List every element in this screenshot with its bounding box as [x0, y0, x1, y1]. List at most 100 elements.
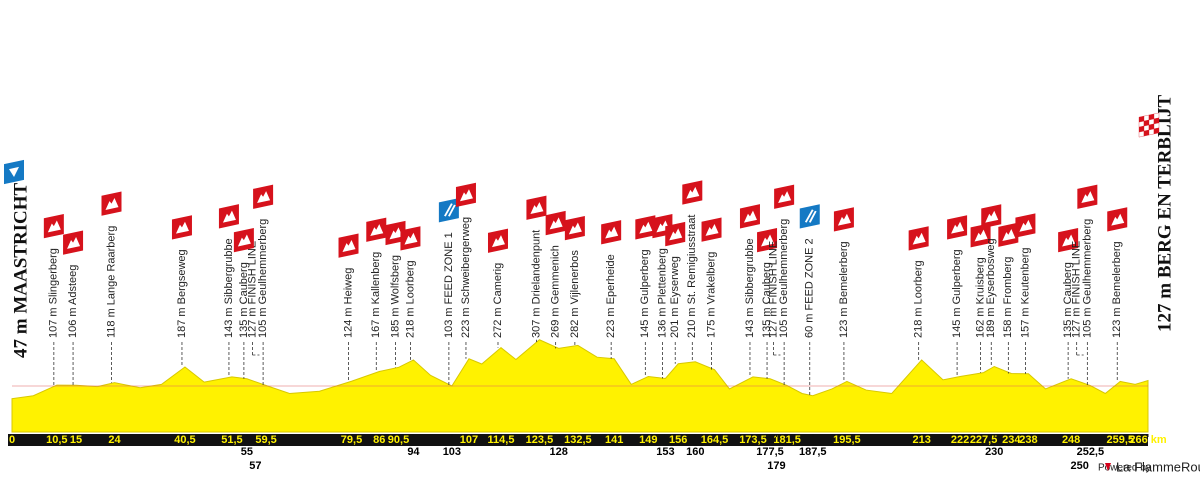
- climb-symbol: [985, 210, 999, 223]
- climb-icon: [400, 226, 421, 251]
- climb-icon: [63, 230, 84, 255]
- climb-symbol: [1062, 234, 1076, 247]
- waypoint-label: 60 m FEED ZONE 2: [804, 238, 816, 338]
- climb-symbol: [222, 210, 236, 223]
- km-tick-label: 234: [1002, 434, 1021, 446]
- climb-icon: [970, 223, 991, 248]
- climb-symbol: [1002, 229, 1016, 241]
- waypoint-label: 218 m Loorberg: [404, 260, 416, 338]
- km-tick-label: 141: [605, 434, 623, 446]
- km-tick-label: 250: [1070, 460, 1088, 472]
- feed-icon: [799, 204, 820, 229]
- waypoint-label: 103 m FEED ZONE 1: [443, 232, 455, 338]
- waypoint-label: 210 m St. Remigiusstraat: [686, 215, 698, 339]
- km-tick-label: 173,5: [739, 434, 767, 446]
- km-tick-label: 195,5: [833, 434, 861, 446]
- km-tick-label: 179: [767, 460, 785, 472]
- climb-symbol: [237, 234, 251, 247]
- waypoint-label: 127 m FINISH LINE: [246, 241, 258, 338]
- climb-icon: [455, 182, 476, 208]
- waypoint-label: 175 m Vrakelberg: [705, 252, 717, 338]
- km-tick-label: 153: [656, 446, 674, 458]
- waypoint-label: 105 m Geulhemmerberg: [1081, 219, 1093, 338]
- km-tick-label: 57: [249, 460, 261, 472]
- waypoint-label: 218 m Loorberg: [913, 260, 925, 338]
- waypoint-label: 269 m Gemmenich: [550, 245, 562, 338]
- waypoint-label: 158 m Fromberg: [1002, 257, 1014, 338]
- climb-symbol: [389, 227, 403, 240]
- km-tick-label: 90,5: [388, 434, 409, 446]
- km-tick-label: 149: [639, 434, 657, 446]
- waypoint-label: 282 m Vijlenerbos: [569, 250, 581, 338]
- finish-check: [1143, 129, 1150, 137]
- waypoint-label: 136 m Plettenberg: [656, 248, 668, 338]
- feed-symbol: [444, 203, 456, 217]
- km-tick-label: 252,5: [1077, 446, 1105, 458]
- climb-symbol: [1111, 213, 1125, 226]
- climb-symbol: [342, 240, 356, 252]
- climb-icon: [526, 195, 547, 220]
- waypoint-label: 118 m Lange Raarberg: [105, 226, 117, 338]
- km-tick-label: 86: [373, 434, 385, 446]
- climb-symbol: [175, 221, 189, 234]
- climb-icon: [682, 180, 703, 205]
- km-tick-label: 248: [1062, 434, 1080, 446]
- climb-symbol: [549, 217, 563, 230]
- finish-check: [1153, 127, 1160, 135]
- climb-symbol: [568, 222, 582, 235]
- climb-icon: [487, 228, 508, 253]
- start-icon: [4, 159, 24, 185]
- powered-by: Powered by: [1098, 463, 1151, 474]
- climb-icon: [701, 217, 722, 242]
- climb-icon: [635, 215, 656, 240]
- km-tick-label: 10,5: [46, 434, 67, 446]
- km-tick-label: 213: [912, 434, 930, 446]
- waypoint-label: 135 m Cauberg: [761, 262, 773, 338]
- km-tick-label: 238: [1019, 434, 1037, 446]
- climb-symbol: [669, 228, 683, 241]
- climb-symbol: [257, 191, 271, 204]
- climb-symbol: [370, 224, 384, 237]
- climb-icon: [947, 215, 968, 240]
- waypoint-label: 135 m Cauberg: [238, 262, 250, 338]
- km-tick-label: 40,5: [174, 434, 195, 446]
- climb-symbol: [47, 220, 61, 233]
- waypoint-label: 105 m Geulhemmerberg: [257, 219, 269, 338]
- waypoint-label: 143 m Sibbergrubbe: [223, 238, 235, 338]
- waypoint-label: 307 m Drielandenpunt: [530, 230, 542, 338]
- climb-icon: [218, 204, 239, 229]
- waypoint-label: 123 m Bemelerberg: [1111, 241, 1123, 338]
- climb-symbol: [404, 232, 418, 245]
- climb-icon: [1058, 228, 1079, 253]
- climb-icon: [757, 228, 778, 253]
- km-tick-label: 222: [951, 434, 969, 446]
- waypoint-label: 187 m Bergseweg: [176, 249, 188, 338]
- waypoint-label: 162 m Kruisberg: [974, 257, 986, 338]
- km-tick-label: 164,5: [701, 434, 729, 446]
- km-tick-label: 177,5: [756, 446, 784, 458]
- climb-icon: [233, 228, 254, 253]
- finish-check: [1138, 130, 1145, 138]
- waypoint-label: 135 m Cauberg: [1062, 262, 1074, 338]
- climb-icon: [981, 204, 1002, 229]
- climb-icon: [338, 233, 359, 258]
- brand: La FlammeRouge: [1116, 459, 1200, 474]
- km-tick-label: 59,5: [255, 434, 276, 446]
- waypoint-label: 167 m Kallenberg: [370, 252, 382, 338]
- finish-label: 127 m BERG EN TERBLIJT: [1154, 94, 1175, 332]
- climb-symbol: [1019, 219, 1033, 232]
- waypoint-label: 223 m Eperheide: [605, 254, 617, 338]
- waypoint-label: 272 m Camerig: [492, 263, 504, 338]
- climb-icon: [665, 221, 686, 247]
- km-tick-label: 94: [407, 446, 420, 458]
- climb-icon: [253, 184, 274, 209]
- km-tick-label: 24: [108, 434, 121, 446]
- climb-icon: [908, 226, 929, 251]
- climb-icon: [739, 204, 760, 229]
- km-tick-label: 79,5: [341, 434, 362, 446]
- start-symbol: [9, 166, 19, 177]
- km-tick-label: 123,5: [526, 434, 554, 446]
- climb-symbol: [705, 223, 719, 236]
- climb-symbol: [778, 191, 792, 204]
